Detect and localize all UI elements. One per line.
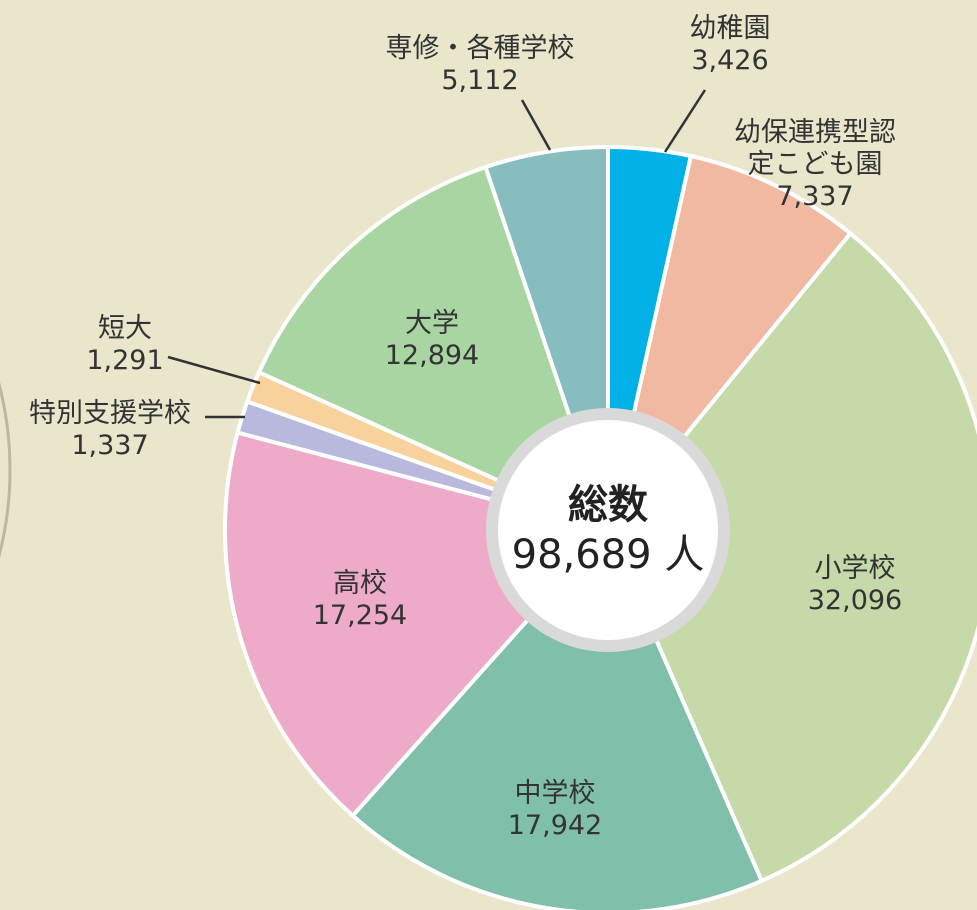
category-label: 幼稚園 — [689, 13, 771, 44]
value-label: 17,254 — [312, 600, 408, 631]
slice-label: 短大 1,291 — [86, 313, 163, 377]
pie-slice — [256, 164, 612, 534]
slice-label: 小学校 32,096 — [808, 553, 902, 617]
slice-label: 中学校 17,942 — [508, 778, 602, 842]
value-label: 5,112 — [441, 65, 519, 96]
value-label: 17,942 — [507, 810, 603, 841]
value-label: 7,337 — [776, 181, 854, 212]
background-arc — [0, 382, 12, 558]
slice-label: 大学 12,894 — [385, 308, 479, 372]
value-label: 3,426 — [691, 45, 769, 76]
value-label: 1,337 — [71, 430, 149, 461]
value-label: 12,894 — [384, 340, 480, 371]
slice-label: 幼保連携型認定こども園 7,337 — [734, 117, 896, 213]
category-label: 幼保連携型認定こども園 — [734, 117, 896, 180]
center-title: 総数 — [568, 482, 648, 528]
category-label: 小学校 — [814, 553, 896, 584]
category-label: 短大 — [97, 313, 152, 344]
leader-line — [663, 89, 707, 153]
leader-line — [167, 355, 261, 385]
slice-label: 幼稚園 3,426 — [690, 13, 771, 77]
slice-label: 専修・各種学校 5,112 — [386, 33, 575, 97]
category-label: 高校 — [332, 568, 387, 599]
category-label: 中学校 — [514, 778, 596, 809]
value-label: 32,096 — [807, 585, 903, 616]
center-total: 98,689 人 — [511, 532, 705, 578]
pie-slice — [349, 526, 765, 910]
category-label: 大学 — [404, 308, 459, 339]
leader-lines — [167, 89, 707, 419]
category-label: 専修・各種学校 — [385, 33, 575, 64]
slice-label: 高校 17,254 — [313, 568, 407, 632]
center-hole — [498, 420, 718, 640]
category-label: 特別支援学校 — [29, 398, 191, 429]
center-text: 総数 98,689 人 — [512, 480, 705, 580]
leader-line — [520, 99, 552, 151]
slice-label: 特別支援学校 1,337 — [29, 398, 191, 462]
pie-slice — [605, 230, 977, 884]
value-label: 1,291 — [86, 345, 164, 376]
